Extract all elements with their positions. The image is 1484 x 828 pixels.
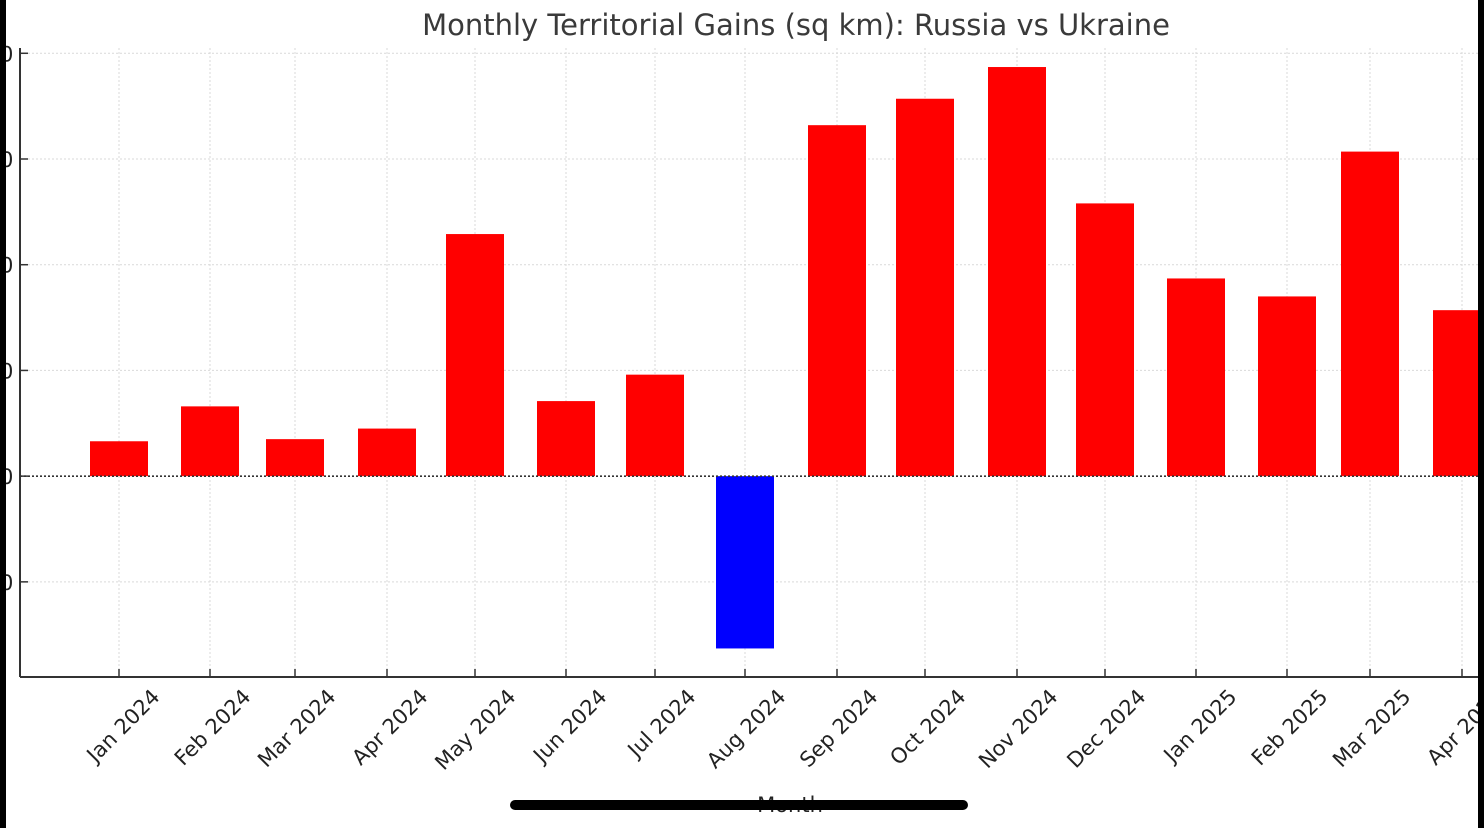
bar-feb-2024 [181, 406, 239, 477]
axes [19, 48, 1478, 678]
bar-jan-2024 [90, 441, 148, 477]
chart-title: Monthly Territorial Gains (sq km): Russi… [422, 8, 1170, 42]
x-tick-label: Aug 2024 [702, 685, 790, 773]
x-tick-label: Dec 2024 [1062, 685, 1150, 773]
y-tick-label: 0 [6, 571, 13, 595]
y-tick-label: 0 [6, 42, 13, 66]
bar-mar-2025 [1341, 151, 1399, 477]
x-tick-label: Sep 2024 [795, 685, 882, 772]
bar-aug-2024 [716, 476, 774, 649]
bar-jan-2025 [1167, 278, 1225, 477]
x-tick-label: Jan 2024 [81, 685, 165, 769]
x-tick-label: Oct 2024 [885, 685, 970, 770]
home-indicator [510, 800, 968, 810]
x-tick-label: Jun 2024 [527, 685, 611, 769]
x-tick-label: Mar 2024 [253, 685, 341, 773]
x-tick-label: Apr 2024 [347, 685, 432, 770]
bar-feb-2025 [1258, 296, 1316, 477]
y-tick-label: 0 [6, 254, 13, 278]
y-tick-label: 0 [6, 359, 13, 383]
bar-may-2024 [446, 234, 504, 477]
x-tick-label: Mar 2025 [1328, 685, 1416, 773]
bar-oct-2024 [896, 98, 954, 477]
y-tick-label: 0 [6, 148, 13, 172]
y-tick-label: 0 [6, 465, 13, 489]
bar-apr-2025 [1433, 310, 1478, 477]
bar-jun-2024 [537, 401, 595, 477]
bar-jul-2024 [626, 374, 684, 477]
x-tick-label: Jul 2024 [622, 685, 701, 764]
x-tick-label: Feb 2024 [170, 685, 256, 771]
bar-mar-2024 [266, 439, 324, 477]
bar-nov-2024 [988, 67, 1046, 477]
x-tick-label: May 2024 [430, 685, 520, 775]
screenshot-frame: Monthly Territorial Gains (sq km): Russi… [6, 0, 1478, 828]
bar-sep-2024 [808, 125, 866, 477]
bars [90, 67, 1478, 649]
bar-apr-2024 [358, 428, 416, 477]
x-tick-label: Apr 2025 [1422, 685, 1478, 770]
bar-dec-2024 [1076, 203, 1134, 477]
x-tick-label: Nov 2024 [974, 685, 1062, 773]
x-tick-label: Feb 2025 [1247, 685, 1333, 771]
x-tick-label: Jan 2025 [1158, 685, 1242, 769]
